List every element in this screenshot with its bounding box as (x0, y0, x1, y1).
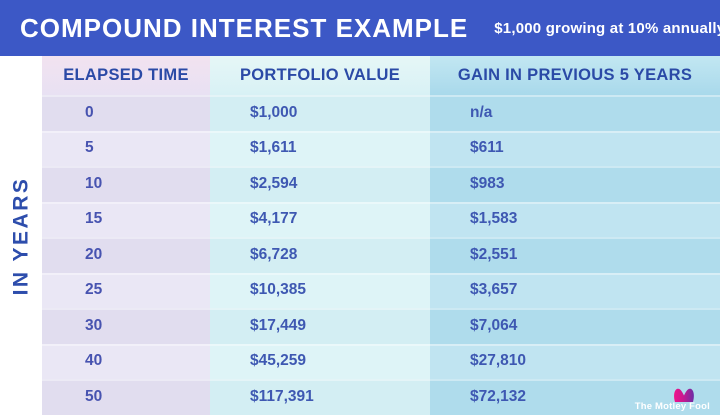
table-cell: $6,728 (210, 237, 430, 273)
table-cell: $17,449 (210, 308, 430, 344)
table-cell: $1,000 (210, 95, 430, 131)
table-cell: $1,583 (430, 201, 720, 237)
table-cell: $1,611 (210, 130, 430, 166)
logo-text: The Motley Fool (634, 401, 710, 412)
table-cell: 10 (42, 166, 210, 202)
table-cell: $4,177 (210, 201, 430, 237)
row-axis-label-text: IN YEARS (9, 176, 32, 295)
table-cell: 15 (42, 201, 210, 237)
column-header: GAIN IN PREVIOUS 5 YEARS (430, 56, 720, 95)
table-cell: 20 (42, 237, 210, 273)
column-header: ELAPSED TIME (42, 56, 210, 95)
page-title: COMPOUND INTEREST EXAMPLE (20, 12, 469, 43)
table-cell: $3,657 (430, 272, 720, 308)
column-header: PORTFOLIO VALUE (210, 56, 430, 95)
table-cell: $611 (430, 130, 720, 166)
title-bar: COMPOUND INTEREST EXAMPLE $1,000 growing… (0, 0, 720, 56)
table-cell: $10,385 (210, 272, 430, 308)
table-cell: $7,064 (430, 308, 720, 344)
table-cell: $117,391 (210, 379, 430, 415)
table-cell: $45,259 (210, 343, 430, 379)
motley-fool-logo: The Motley Fool (635, 388, 710, 412)
row-axis-label: IN YEARS (0, 56, 42, 415)
jester-hat-icon (674, 388, 694, 402)
table-cell: 30 (42, 308, 210, 344)
data-table: ELAPSED TIME PORTFOLIO VALUE GAIN IN PREVI… (42, 56, 720, 415)
page-subtitle: $1,000 growing at 10% annually (494, 19, 720, 37)
table-cell: 25 (42, 272, 210, 308)
table-cell: $2,551 (430, 237, 720, 273)
table-cell: 50 (42, 379, 210, 415)
table-cell: $72,132 (430, 379, 720, 415)
table-cell: 5 (42, 130, 210, 166)
table-cell: $2,594 (210, 166, 430, 202)
table-cell: 40 (42, 343, 210, 379)
table-cell: n/a (430, 95, 720, 131)
table-cell: $983 (430, 166, 720, 202)
table-cell: 0 (42, 95, 210, 131)
table-cell: $27,810 (430, 343, 720, 379)
